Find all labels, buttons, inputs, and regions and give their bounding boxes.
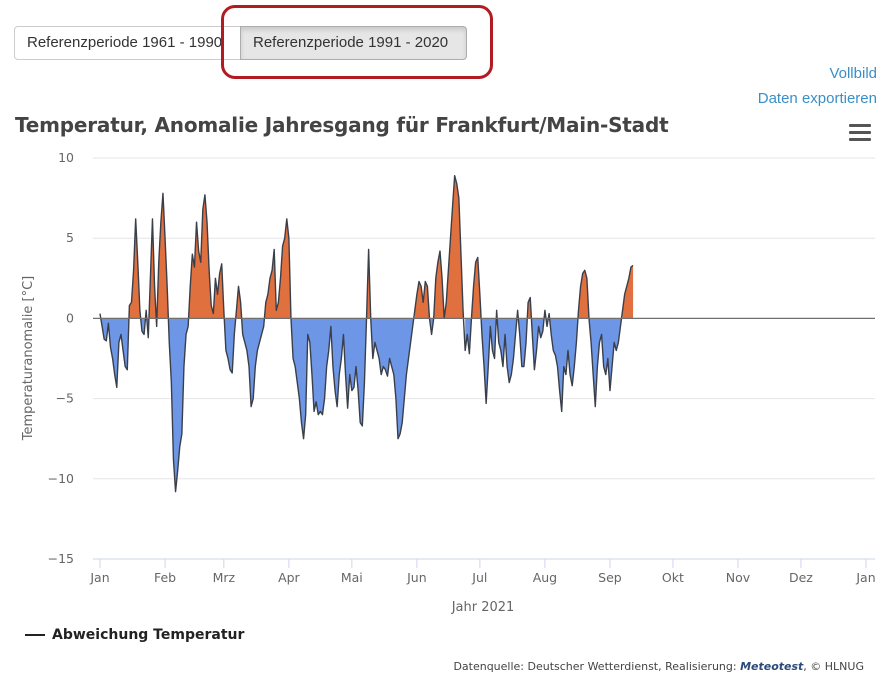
x-tick-label: Nov xyxy=(726,570,751,585)
x-tick-label: Jun xyxy=(406,570,427,585)
x-tick-label: Jan xyxy=(89,570,109,585)
x-tick-label: Feb xyxy=(154,570,176,585)
negative-anomaly-area xyxy=(100,318,622,492)
y-tick-label: 5 xyxy=(66,230,74,245)
anomaly-areas xyxy=(99,174,634,493)
source-suffix: , © HLNUG xyxy=(803,660,864,673)
x-tick-label: Aug xyxy=(533,570,557,585)
x-tick-label: Mrz xyxy=(213,570,236,585)
y-tick-label: −10 xyxy=(48,471,74,486)
source-brand: Meteotest xyxy=(740,660,804,673)
y-tick-label: −5 xyxy=(56,391,74,406)
x-tick-label: Okt xyxy=(662,570,684,585)
tab-referenzperiode-1991-2020[interactable]: Referenzperiode 1991 - 2020 xyxy=(240,26,467,60)
fullscreen-link[interactable]: Vollbild xyxy=(829,65,877,82)
x-tick-label: Sep xyxy=(598,570,622,585)
x-axis xyxy=(93,558,875,568)
source-prefix: Datenquelle: Deutscher Wetterdienst, Rea… xyxy=(453,660,741,673)
positive-anomaly-area xyxy=(100,175,634,319)
y-tick-label: 10 xyxy=(58,150,74,165)
legend-label: Abweichung Temperatur xyxy=(52,627,245,643)
x-tick-label: Mai xyxy=(341,570,363,585)
x-axis-title: Jahr 2021 xyxy=(451,600,515,615)
x-tick-label: Jan xyxy=(855,570,875,585)
hamburger-menu-icon[interactable] xyxy=(849,124,871,141)
y-tick-label: −15 xyxy=(48,551,74,566)
x-tick-label: Apr xyxy=(278,570,300,585)
data-source-credit: Datenquelle: Deutscher Wetterdienst, Rea… xyxy=(453,660,864,673)
tab-referenzperiode-1961-1990[interactable]: Referenzperiode 1961 - 1990 xyxy=(14,26,242,60)
legend-item[interactable]: Abweichung Temperatur xyxy=(25,627,244,643)
y-tick-label: 0 xyxy=(66,310,74,325)
export-data-link[interactable]: Daten exportieren xyxy=(757,90,877,107)
tick-labels: 10 5 0 −5 −10 −15 Jan Feb Mrz Apr Mai Jun Jul Aug Sep O… xyxy=(48,150,876,585)
x-tick-label: Jul xyxy=(471,570,487,585)
y-axis-title: Temperaturanomalie [°C] xyxy=(21,276,36,442)
x-tick-label: Dez xyxy=(789,570,813,585)
chart-title: Temperatur, Anomalie Jahresgang für Fran… xyxy=(15,113,669,137)
legend-line-swatch xyxy=(25,634,45,636)
